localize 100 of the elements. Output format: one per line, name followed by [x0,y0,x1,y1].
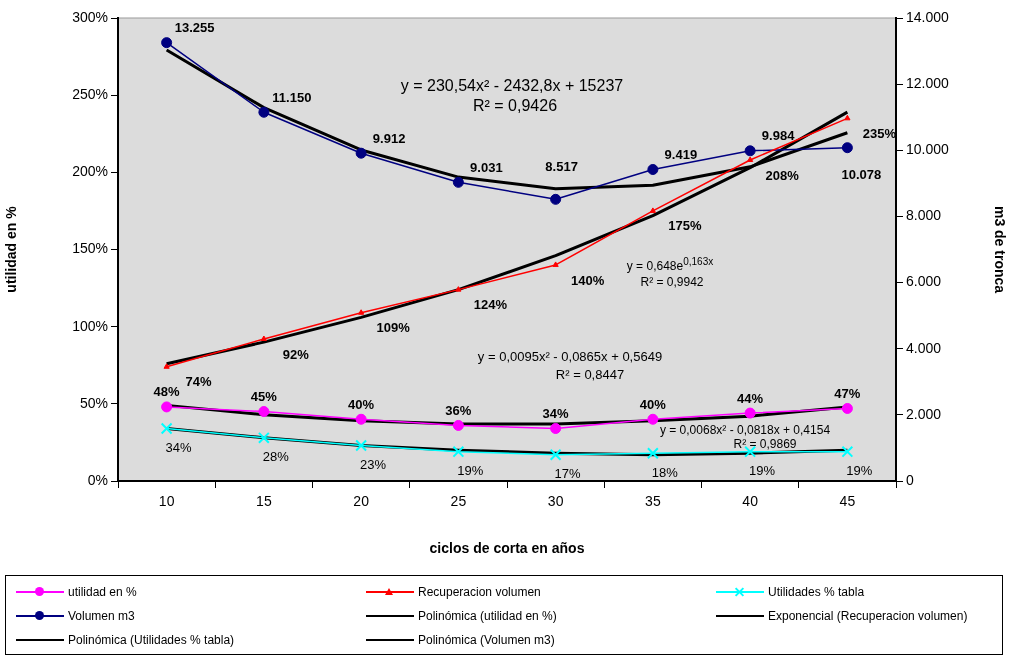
y2-tick-label: 0 [906,471,914,488]
data-label: 9.031 [470,159,503,175]
point [358,309,365,315]
point [163,363,170,369]
point [552,261,559,267]
point [258,106,270,118]
x-tick-label: 40 [742,493,759,510]
point [647,413,659,425]
point [549,448,562,461]
data-label: 40% [639,396,667,412]
annotation: R² = 0,9869 [733,437,797,451]
point [258,406,270,418]
legend-label: Utilidades % tabla [768,585,865,599]
x-axis-title: ciclos de corta en años [429,540,585,557]
annotation: y = 230,54x² - 2432,8x + 15237 [400,77,624,95]
data-label: 28% [262,449,290,465]
y2-tick-label: 14.000 [906,8,950,25]
point [646,447,659,460]
point [841,142,853,154]
data-label: 74% [185,374,213,390]
point [260,335,267,342]
data-label: 8.517 [545,158,578,174]
y2-tick-label: 6.000 [906,273,942,290]
legend-label: utilidad en % [68,585,137,599]
data-label: 34% [165,440,193,456]
data-label: 235% [862,125,897,141]
data-label: 34% [542,406,570,422]
x-tick-label: 45 [839,493,856,510]
point [452,419,464,431]
point [355,439,368,452]
data-label: 208% [765,167,800,183]
point [355,147,367,159]
y-tick-label: 50% [79,394,108,411]
y2-tick-label: 10.000 [906,141,950,158]
point [744,445,757,458]
x-tick-label: 35 [645,493,661,510]
point [647,164,659,175]
point [455,286,462,292]
data-label: 18% [651,464,679,480]
data-label: 19% [749,463,776,479]
annotation: y = 0,0095x² - 0,0865x + 0,5649 [477,348,663,364]
data-label: 13.255 [174,20,215,36]
data-label: 92% [282,346,310,362]
point [841,445,854,458]
data-label: 48% [153,384,181,400]
data-label: 47% [834,386,861,402]
y2-tick-label: 8.000 [906,207,942,224]
point [550,423,562,435]
point [452,176,464,188]
x-tick-label: 15 [256,493,272,510]
data-label: 109% [376,320,411,336]
x-tick-label: 25 [450,493,467,510]
legend-label: Recuperacion volumen [418,585,541,599]
y-tick-label: 100% [72,317,108,334]
data-label: 11.150 [272,89,312,105]
point [744,145,756,157]
annotation: y = 0,0068x² - 0,0818x + 0,4154 [659,423,831,437]
annotation: R² = 0,8447 [555,366,625,382]
data-label: 44% [737,390,764,406]
legend-label: Polinómica (utilidad en %) [418,609,557,623]
data-label: 140% [571,272,605,288]
point [747,156,754,162]
y-tick-label: 150% [72,240,108,257]
data-label: 17% [554,466,582,482]
data-label: 10.078 [841,167,882,183]
data-label: 19% [457,463,484,479]
data-label: 9.912 [372,130,406,146]
data-label: 19% [846,463,873,479]
data-label: 23% [360,457,387,473]
legend-label: Exponencial (Recuperacion volumen) [768,609,968,623]
legend-label: Polinómica (Volumen m3) [418,633,555,647]
data-label: 36% [445,403,472,419]
y2-tick-label: 4.000 [906,339,942,356]
annotation: R² = 0,9942 [640,275,704,289]
y2-tick-label: 12.000 [906,75,950,91]
y-tick-label: 200% [72,163,108,180]
point [452,445,465,458]
point [160,422,173,435]
annotation: R² = 0,9426 [472,97,558,115]
y-tick-label: 0% [87,471,108,488]
point [844,114,851,121]
data-label: 9.984 [761,128,796,144]
x-tick-label: 30 [547,493,564,510]
point [161,37,173,49]
legend-label: Volumen m3 [68,609,135,623]
point [161,401,173,413]
legend-label: Polinómica (Utilidades % tabla) [68,633,235,647]
data-label: 175% [668,218,702,234]
data-label: 124% [473,297,508,313]
point [841,402,853,414]
data-label: 45% [250,389,278,405]
data-label: 9.419 [664,147,698,163]
point [355,413,367,425]
x-tick-label: 20 [353,493,370,510]
point [649,207,656,213]
y-axis-title: utilidad en % [3,205,20,293]
point [550,193,562,205]
x-tick-label: 10 [158,493,175,510]
annotation: y = 0,648e$^{0,163x}$ [626,255,714,273]
point [257,431,270,444]
